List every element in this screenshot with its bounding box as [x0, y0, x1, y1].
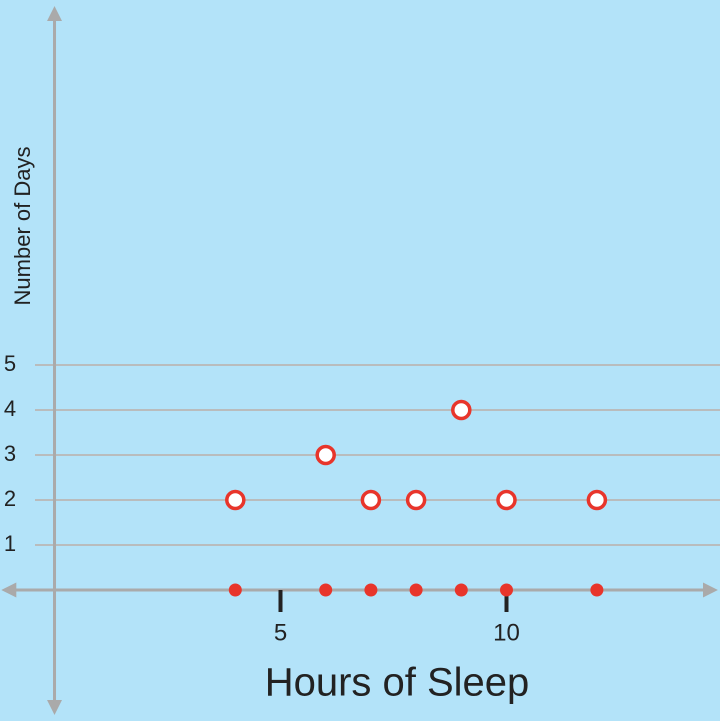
axis-dot	[499, 583, 513, 597]
point	[225, 489, 246, 511]
x-tick-label: 5	[274, 619, 287, 646]
y-tick-label: 4	[4, 396, 16, 421]
axis-dot	[228, 583, 242, 597]
y-tick-label: 5	[4, 351, 16, 376]
point	[360, 489, 382, 511]
axis-dot	[364, 583, 378, 597]
y-axis-title: Number of Days	[10, 147, 35, 306]
point	[315, 444, 336, 466]
y-tick-label: 2	[4, 486, 16, 511]
point	[586, 489, 608, 511]
x-axis-title: Hours of Sleep	[265, 661, 530, 705]
axis-dot	[409, 583, 423, 597]
point	[451, 399, 472, 421]
point	[496, 489, 517, 511]
axis-dot	[590, 583, 604, 597]
point	[405, 489, 427, 511]
axis-dot	[454, 583, 468, 597]
axis-dot	[319, 583, 333, 597]
x-tick-label: 10	[493, 619, 520, 646]
y-tick-label: 1	[4, 531, 16, 556]
y-tick-label: 3	[4, 441, 16, 466]
